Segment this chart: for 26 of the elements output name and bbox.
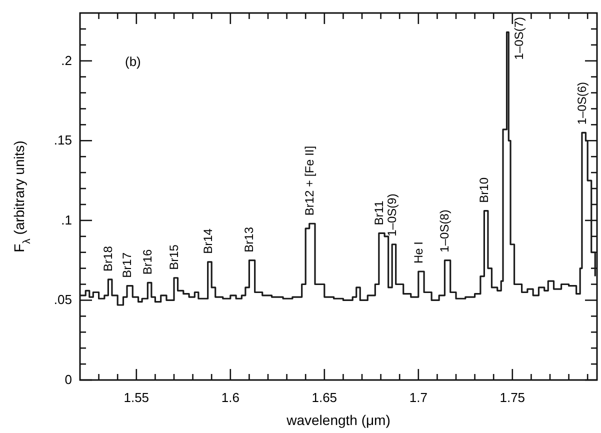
annotation: Br17 (120, 252, 134, 278)
y-tick-label: .1 (61, 212, 72, 228)
x-tick-label: 1.55 (124, 390, 150, 405)
x-tick-label: 1.6 (221, 390, 240, 405)
x-tick-label: 1.65 (312, 390, 338, 405)
annotation: Br10 (477, 177, 492, 203)
x-tick-label: 1.7 (409, 390, 428, 405)
annotation: Br18 (101, 246, 116, 272)
annotation: Br15 (167, 244, 181, 270)
annotation: Br14 (200, 228, 215, 254)
annotation: Br12 + [Fe II] (302, 146, 316, 216)
y-tick-label: .05 (54, 292, 72, 308)
x-axis-title: wavelength (μm) (286, 412, 390, 428)
y-tick-label: .15 (54, 132, 72, 148)
annotation: 1–0S(8) (438, 210, 452, 252)
annotation: Br13 (242, 226, 256, 252)
annotation: He I (411, 241, 426, 264)
annotation: Br11 (372, 200, 386, 226)
annotation: 1–0S(7) (512, 17, 526, 60)
x-tick-label: 1.75 (500, 390, 526, 405)
y-tick-label: 0 (64, 372, 72, 387)
y-tick-label: .2 (61, 52, 72, 68)
annotation: 1–0S(9) (385, 194, 400, 236)
annotation: (b) (125, 54, 141, 69)
annotation: Br16 (140, 248, 155, 275)
annotation: 1–0S(6) (574, 82, 589, 125)
